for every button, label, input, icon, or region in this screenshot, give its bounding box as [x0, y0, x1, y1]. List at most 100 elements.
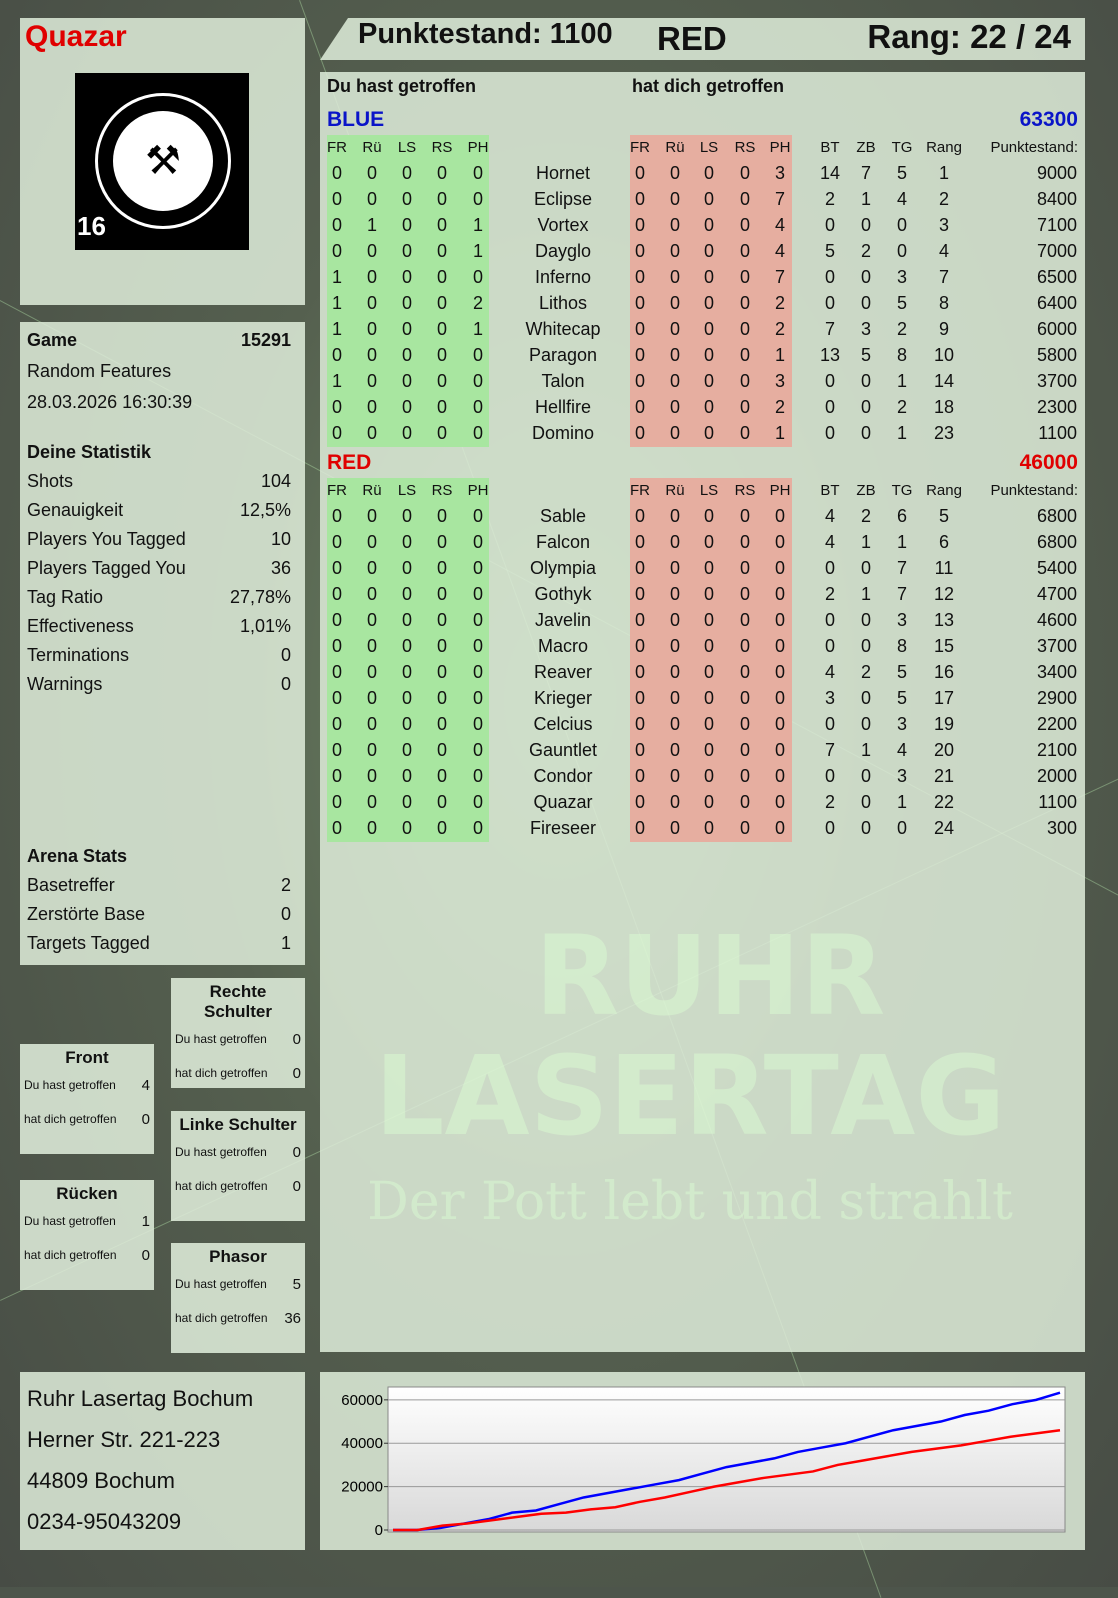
got-value: 0 — [669, 163, 680, 183]
stat-value: 19 — [933, 714, 955, 734]
column-header: TG — [891, 139, 913, 156]
got-value: 0 — [739, 293, 750, 313]
got-value: 0 — [634, 584, 645, 604]
got-value: 0 — [634, 423, 645, 443]
player-score: 4700 — [1036, 584, 1077, 604]
hit-value: 0 — [472, 397, 483, 417]
hit-value: 0 — [401, 397, 412, 417]
stat-row: Targets Tagged 1 — [27, 929, 291, 958]
hit-value: 0 — [401, 766, 412, 786]
hit-value: 0 — [436, 688, 447, 708]
stat-value: 3 — [938, 215, 949, 235]
column-header: RS — [431, 139, 453, 156]
hit-title: Du hast getroffen — [327, 76, 477, 96]
hit-value: 0 — [401, 293, 412, 313]
stat-value: 7 — [824, 740, 835, 760]
got-value: 0 — [739, 584, 750, 604]
address-panel: Ruhr Lasertag Bochum Herner Str. 221-223 4… — [20, 1372, 305, 1550]
column-header: Rü — [665, 139, 685, 156]
stat-value: 2 — [824, 584, 835, 604]
watermark-lasertag: LASERTAG — [374, 1032, 1006, 1160]
stat-value: 1 — [280, 933, 291, 953]
hit-value: 0 — [331, 688, 342, 708]
got-value: 0 — [774, 636, 785, 656]
column-header: LS — [397, 482, 417, 499]
hit-value: 0 — [436, 215, 447, 235]
got-value: 4 — [774, 241, 785, 261]
hit-value: 0 — [472, 532, 483, 552]
got-value: 0 — [669, 319, 680, 339]
got-value: 0 — [703, 423, 714, 443]
hit-value: 0 — [472, 792, 483, 812]
stat-value: 0 — [860, 688, 871, 708]
hit-value: 0 — [366, 558, 377, 578]
stat-value: 3 — [824, 688, 835, 708]
got-value: 0 — [703, 714, 714, 734]
got-value: 0 — [739, 319, 750, 339]
series-line — [393, 1428, 1061, 1532]
zone-label: hat dich getroffen — [175, 1179, 268, 1193]
player-score: 300 — [1046, 818, 1077, 838]
got-value: 2 — [774, 293, 785, 313]
got-value: 0 — [703, 584, 714, 604]
stat-value: 1 — [938, 163, 949, 183]
hit-value: 0 — [472, 558, 483, 578]
hit-value: 0 — [401, 345, 412, 365]
got-value: 0 — [774, 506, 785, 526]
player-score: 2000 — [1036, 766, 1077, 786]
stat-label: Targets Tagged — [27, 933, 150, 953]
hit-value: 0 — [366, 371, 377, 391]
column-header: FR — [327, 139, 347, 156]
stats-panel: Game 15291 Random Features 28.03.2026 16:… — [20, 322, 305, 965]
got-value: 0 — [774, 792, 785, 812]
stat-value: 1 — [860, 584, 871, 604]
zone-title: Linke Schulter — [179, 1115, 297, 1134]
hit-value: 0 — [472, 766, 483, 786]
address-line: Ruhr Lasertag Bochum — [27, 1386, 254, 1411]
column-header: BT — [820, 139, 840, 156]
hit-value: 0 — [331, 610, 342, 630]
hit-value: 0 — [436, 241, 447, 261]
hit-value: 0 — [366, 241, 377, 261]
team-total: 63300 — [1019, 108, 1078, 131]
stat-value: 17 — [933, 688, 955, 708]
stat-value: 1 — [896, 532, 907, 552]
zone-label: hat dich getroffen — [175, 1066, 268, 1080]
got-value: 0 — [669, 241, 680, 261]
zone-row: Du hast getroffen 0 — [175, 1022, 301, 1056]
player-score: 1100 — [1038, 792, 1077, 812]
header-panel: Punktestand: 1100 RED Rang: 22 / 24 — [320, 18, 1085, 60]
hit-value: 0 — [331, 397, 342, 417]
player-name: Gauntlet — [528, 740, 598, 760]
got-value: 0 — [739, 423, 750, 443]
got-value: 0 — [669, 792, 680, 812]
stat-value: 5 — [938, 506, 949, 526]
stat-value: 0 — [860, 610, 871, 630]
got-value: 0 — [739, 662, 750, 682]
stat-value: 0 — [896, 241, 907, 261]
zone-value: 0 — [141, 1110, 150, 1128]
column-header: ZB — [856, 139, 876, 156]
got-value: 0 — [669, 766, 680, 786]
player-score: 2200 — [1036, 714, 1077, 734]
player-name: Lithos — [538, 293, 588, 313]
got-value: 0 — [703, 792, 714, 812]
game-mode: Random Features — [27, 361, 172, 381]
zone-label: Du hast getroffen — [24, 1078, 116, 1092]
player-name: Sable — [539, 506, 587, 526]
hit-value: 0 — [366, 584, 377, 604]
got-value: 0 — [634, 610, 645, 630]
plot-area — [387, 1386, 1066, 1533]
stat-value: 0 — [860, 766, 871, 786]
hit-value: 0 — [401, 610, 412, 630]
zone-panel: Front Du hast getroffen 4 hat dich getroffe… — [20, 1044, 154, 1154]
stat-value: 5 — [824, 241, 835, 261]
stat-value: 7 — [938, 267, 949, 287]
got-value: 0 — [634, 818, 645, 838]
hit-value: 0 — [331, 818, 342, 838]
hit-value: 0 — [331, 345, 342, 365]
zone-title: Phasor — [209, 1247, 267, 1266]
stat-value: 5 — [896, 163, 907, 183]
stat-value: 7 — [896, 584, 907, 604]
hit-value: 0 — [366, 818, 377, 838]
